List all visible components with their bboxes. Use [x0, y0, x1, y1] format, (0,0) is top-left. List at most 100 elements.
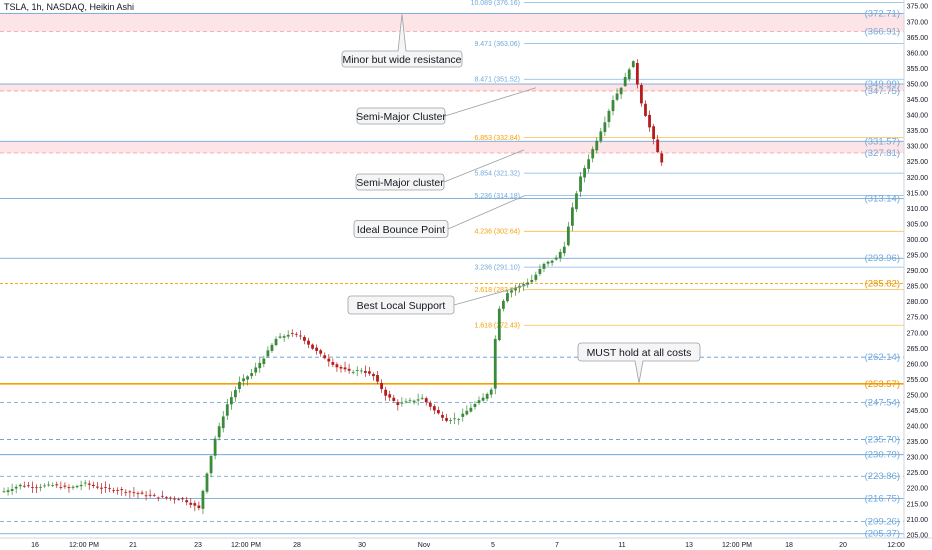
candle-body	[79, 484, 83, 487]
candle-body	[205, 473, 209, 492]
candle-body	[55, 484, 59, 486]
y-tick-label: 220.00	[907, 486, 929, 493]
resistance-zone	[0, 83, 904, 91]
fib-label: 5.854 (321.32)	[474, 171, 520, 178]
candle-body	[307, 340, 310, 345]
y-tick-label: 340.00	[907, 113, 929, 120]
candle-body	[416, 399, 420, 401]
y-tick-label: 235.00	[907, 439, 929, 446]
x-tick-label: 28	[293, 542, 301, 549]
candle-body	[424, 398, 428, 403]
candle-body	[136, 492, 140, 494]
y-tick-label: 225.00	[907, 470, 929, 477]
candle-body	[116, 490, 120, 491]
candle-body	[335, 364, 339, 368]
y-tick-label: 375.00	[907, 4, 929, 11]
y-tick-label: 290.00	[907, 268, 929, 275]
candle-body	[412, 400, 416, 402]
annotation-callout: Semi-Major cluster	[355, 149, 525, 191]
candle-body	[396, 402, 400, 406]
candle-body	[432, 406, 436, 411]
y-axis: 375.00 370.00 365.00 360.00 355.00 350.00 345.…	[907, 4, 929, 540]
candle-body	[428, 402, 432, 407]
candle-body	[591, 149, 595, 159]
callout-pointer	[443, 149, 525, 183]
candle-body	[640, 85, 643, 104]
candle-body	[156, 497, 160, 499]
candle-body	[538, 268, 542, 274]
candle-body	[104, 486, 107, 488]
candle-body	[95, 486, 99, 488]
annotations: Minor but wide resistance Semi-Major Clus…	[341, 14, 701, 383]
candle-body	[493, 338, 497, 389]
candle-body	[169, 497, 172, 499]
x-tick-label: 5	[491, 542, 495, 549]
candle-body	[355, 370, 359, 371]
candle-body	[10, 489, 14, 491]
right-level-label: (247.54)	[865, 398, 900, 409]
candle-body	[39, 486, 42, 488]
right-level-label: (205.37)	[865, 529, 900, 540]
y-tick-label: 325.00	[907, 159, 929, 166]
candle-body	[282, 336, 286, 338]
candle-body	[290, 333, 294, 334]
candle-body	[623, 76, 627, 87]
right-level-label: (372.71)	[865, 8, 900, 19]
callout-text: Semi-Major cluster	[356, 177, 444, 189]
callout-text: MUST hold at all costs	[587, 347, 692, 359]
candle-body	[461, 413, 465, 417]
candle-body	[595, 140, 599, 151]
callout-pointer	[453, 284, 529, 306]
x-tick-label: 12:00	[887, 542, 905, 549]
candle-body	[229, 397, 233, 405]
candle-body	[644, 103, 647, 116]
x-tick-label: 7	[555, 542, 559, 549]
candle-body	[100, 487, 103, 489]
candle-body	[566, 226, 570, 246]
candle-body	[550, 260, 554, 263]
candle-body	[648, 114, 651, 128]
candle-body	[315, 347, 319, 351]
candle-body	[343, 367, 347, 370]
candle-body	[526, 282, 530, 285]
candle-body	[408, 400, 412, 402]
callout-pointer	[444, 87, 537, 117]
candle-body	[465, 410, 469, 415]
candle-body	[376, 375, 379, 382]
candle-body	[246, 376, 249, 380]
callout-pointer	[397, 14, 407, 52]
candle-body	[392, 397, 396, 401]
candle-body	[603, 122, 607, 132]
y-tick-label: 270.00	[907, 330, 929, 337]
y-tick-label: 275.00	[907, 315, 929, 322]
x-tick-label: 16	[31, 542, 39, 549]
candle-body	[400, 402, 404, 404]
candle-body	[599, 131, 603, 142]
candle-body	[347, 368, 351, 371]
candle-body	[380, 382, 383, 390]
candle-body	[445, 418, 448, 421]
candle-body	[209, 455, 213, 474]
candle-body	[75, 486, 79, 488]
candle-body	[510, 290, 513, 293]
right-level-label: (230.79)	[865, 450, 900, 461]
candle-body	[242, 378, 245, 382]
candle-body	[185, 500, 189, 503]
callout-pointer	[634, 360, 644, 383]
right-level-label: (253.57)	[865, 379, 900, 390]
candle-body	[554, 257, 558, 260]
x-tick-label: 12:00 PM	[722, 542, 752, 549]
y-tick-label: 210.00	[907, 517, 929, 524]
annotation-callout: Minor but wide resistance	[341, 14, 463, 68]
candle-body	[221, 416, 225, 429]
resistance-zone	[0, 141, 904, 153]
symbol-title: TSLA, 1h, NASDAQ, Heikin Ashi	[4, 2, 134, 12]
resistance-zone	[0, 13, 904, 32]
candle-body	[132, 492, 136, 494]
callout-text: Best Local Support	[357, 300, 446, 312]
fib-label: 1.618 (272.43)	[474, 323, 520, 330]
y-tick-label: 280.00	[907, 299, 929, 306]
x-tick-label: 30	[358, 542, 366, 549]
candle-body	[481, 397, 485, 401]
